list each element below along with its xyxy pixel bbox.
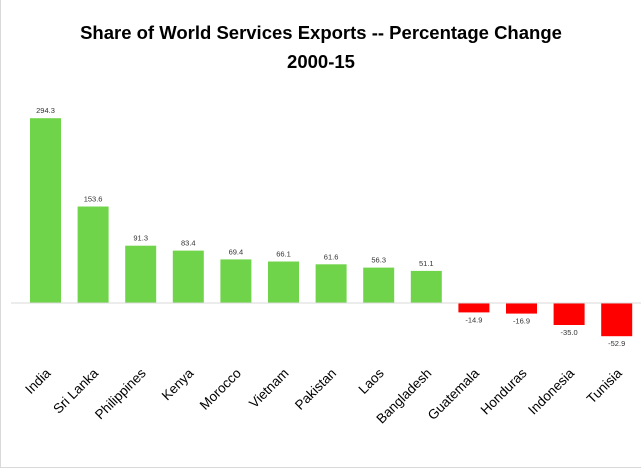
chart-title: Share of World Services Exports -- Perce… <box>1 18 641 76</box>
data-label: 153.6 <box>84 195 103 204</box>
chart-title-line-1: Share of World Services Exports -- Perce… <box>80 22 562 43</box>
data-label: -52.9 <box>608 339 625 348</box>
x-tick-label: Laos <box>356 365 387 396</box>
bar-bangladesh <box>410 270 442 303</box>
x-tick-label: Guatemala <box>425 365 483 423</box>
chart-title-line-2: 2000-15 <box>287 51 355 72</box>
data-label: -16.9 <box>513 317 530 326</box>
data-label: 294.3 <box>36 106 55 115</box>
x-tick-label: Honduras <box>478 365 530 417</box>
data-label: 66.1 <box>276 250 291 259</box>
data-label: -14.9 <box>465 315 482 324</box>
bar-pakistan <box>315 264 347 303</box>
x-tick-label: Kenya <box>159 365 197 403</box>
x-tick-label: Indonesia <box>525 365 577 417</box>
data-label: -35.0 <box>561 328 578 337</box>
bar-india <box>30 118 61 303</box>
x-tick-label: Vietnam <box>246 366 291 411</box>
bar-honduras <box>506 303 537 314</box>
bar-guatemala <box>458 303 490 313</box>
bar-vietnam <box>268 261 299 303</box>
data-label: 56.3 <box>371 256 386 265</box>
data-label: 51.1 <box>419 259 434 268</box>
bar-indonesia <box>553 303 585 325</box>
bar-kenya <box>172 250 204 303</box>
bar-laos <box>363 267 395 303</box>
data-label: 83.4 <box>181 239 196 248</box>
x-tick-label: Pakistan <box>292 366 339 413</box>
x-tick-label: Tunisia <box>584 365 625 406</box>
data-label: 91.3 <box>133 234 148 243</box>
bar-sri-lanka <box>77 206 109 303</box>
data-label: 61.6 <box>324 252 339 261</box>
bar-morocco <box>220 259 252 303</box>
x-tick-label: Philippines <box>92 365 149 422</box>
x-tick-label: India <box>22 365 54 397</box>
bar-tunisia <box>601 303 633 337</box>
x-tick-label: Morocco <box>197 366 244 413</box>
bar-philippines <box>125 245 157 303</box>
data-label: 69.4 <box>229 247 244 256</box>
